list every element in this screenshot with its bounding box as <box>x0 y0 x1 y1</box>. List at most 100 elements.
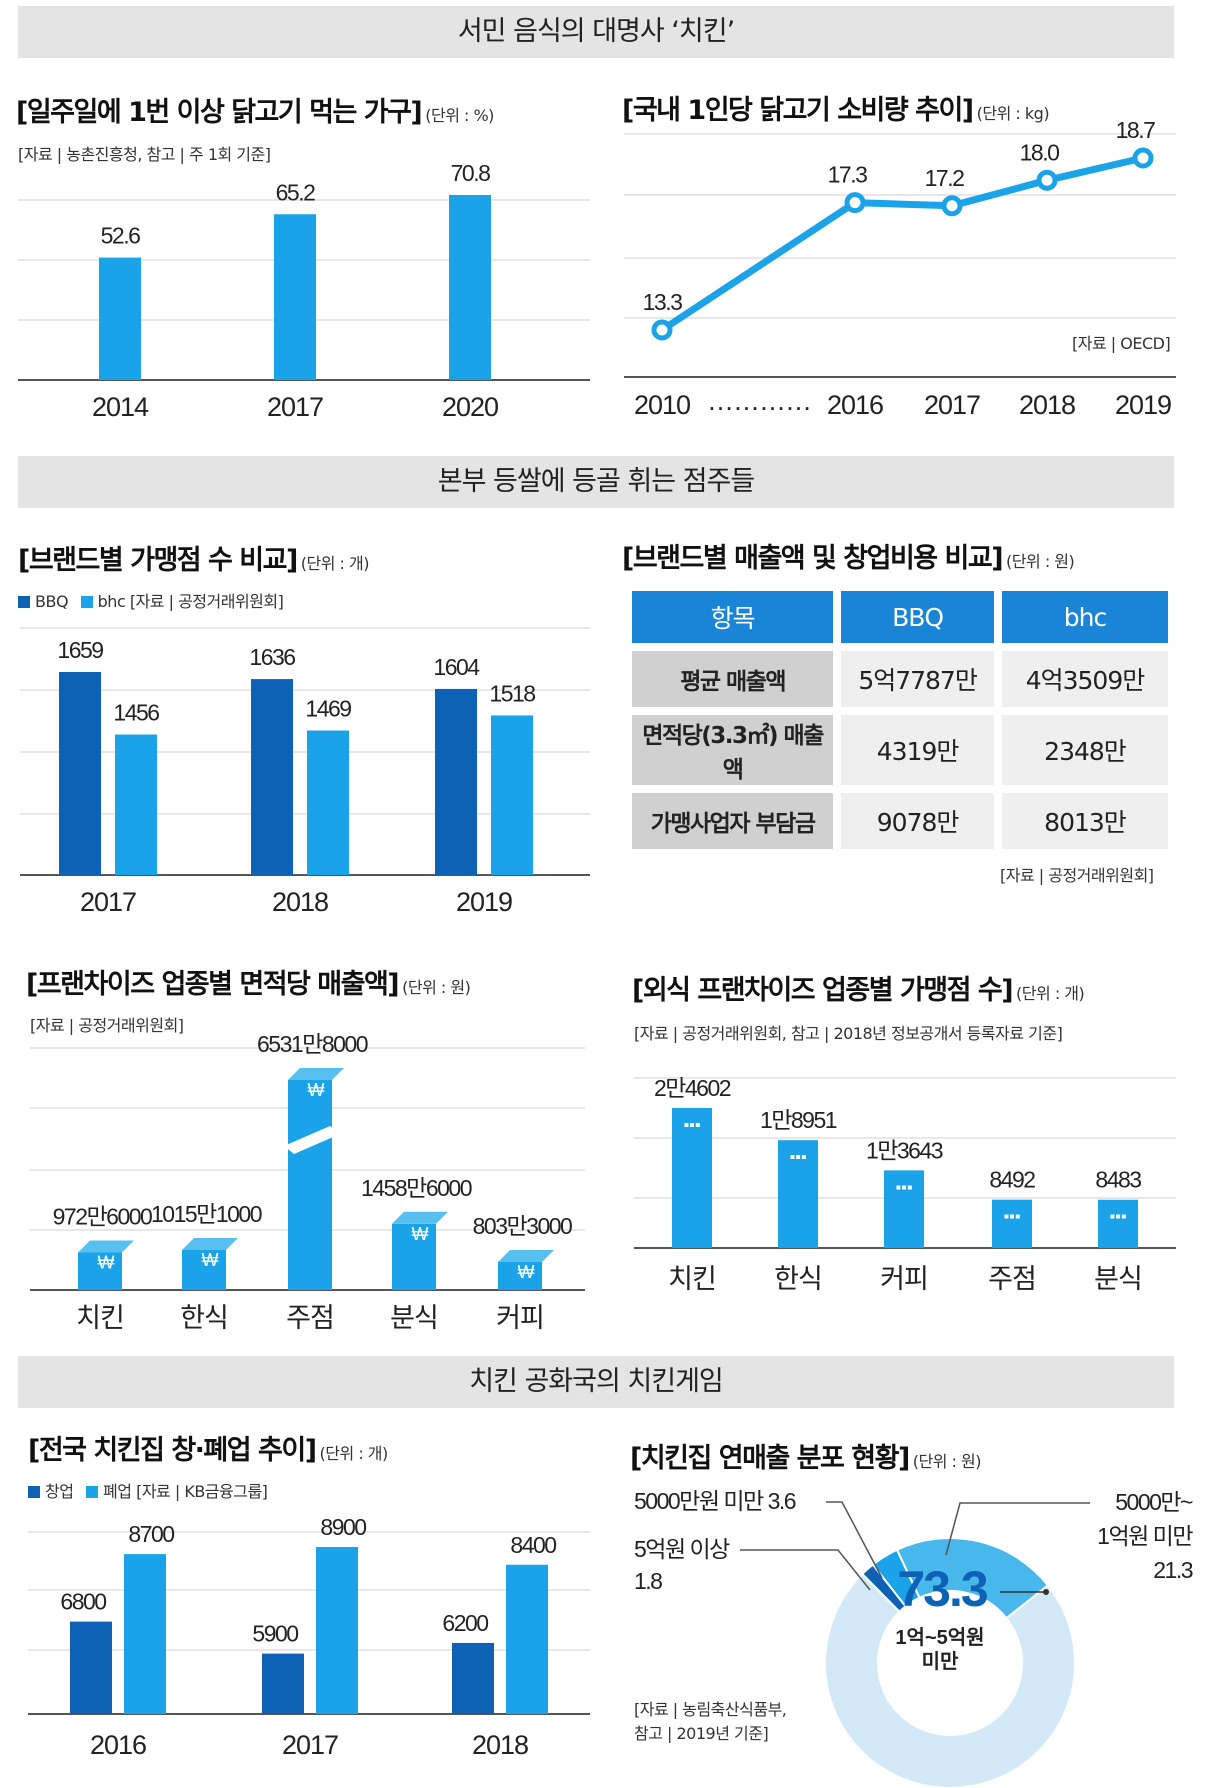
bar-bhc-2017 <box>115 734 157 875</box>
label-50-100m-1: 5000만~ <box>1115 1489 1193 1515</box>
donut-hole <box>878 1591 1022 1735</box>
axis-break-mark <box>284 1126 340 1154</box>
panel1-title-text: [일주일에 1번 이상 닭고기 먹는 가구] <box>16 97 423 128</box>
data-label-2017: 65.2 <box>276 179 315 205</box>
label-over-500m-1: 5억원 이상 <box>634 1536 730 1562</box>
panel3-title: [브랜드별 가맹점 수 비교] (단위 : 개) <box>18 538 370 577</box>
leader-line-50-100m <box>945 1502 1090 1556</box>
point-2017 <box>941 195 963 217</box>
window-icon: ▪▪▪ <box>1003 1209 1020 1226</box>
panel8-source-2: 참고 | 2019년 기준] <box>634 1724 769 1743</box>
bar-분식 <box>392 1223 436 1290</box>
won-icon: ₩ <box>308 1080 325 1100</box>
panel7-unit: (단위 : 개) <box>319 1444 389 1463</box>
panel7-title: [전국 치킨집 창·폐업 추이] (단위 : 개) <box>28 1428 388 1467</box>
panel5-unit: (단위 : 원) <box>402 978 471 997</box>
data-label-bhc-2018: 1469 <box>305 696 351 722</box>
section-banner-2: 본부 등쌀에 등골 휘는 점주들 <box>18 456 1174 508</box>
panel8-title: [치킨집 연매출 분포 현황] (단위 : 원) <box>630 1436 982 1475</box>
x-tick-2017: 2017 <box>282 1730 338 1760</box>
legend-swatch-open <box>28 1486 40 1498</box>
x-axis-gap-dots: ………… <box>707 386 811 416</box>
won-icon: ₩ <box>518 1262 535 1282</box>
data-label-커피: 1만3643 <box>866 1137 943 1163</box>
data-label-BBQ-2017: 1659 <box>57 637 103 663</box>
x-tick-분식: 분식 <box>1094 1264 1142 1294</box>
panel2-unit: (단위 : kg) <box>976 104 1050 123</box>
panel5-title: [프랜차이즈 업종별 면적당 매출액] (단위 : 원) <box>26 962 471 1001</box>
panel2-source: [자료 | OECD] <box>1072 334 1171 353</box>
table-row: 면적당(3.3㎡) 매출액 4319만 2348만 <box>632 715 1168 785</box>
x-tick-2017: 2017 <box>80 887 136 917</box>
panel7-source: [자료 | KB금융그룹] <box>136 1482 268 1501</box>
row-label: 평균 매출액 <box>632 651 834 707</box>
won-icon: ₩ <box>412 1224 429 1244</box>
section-banner-3: 치킨 공화국의 치킨게임 <box>18 1356 1174 1408</box>
data-label-폐업-2018: 8400 <box>510 1532 556 1558</box>
data-label-커피: 803만3000 <box>473 1213 572 1239</box>
x-tick-2020: 2020 <box>442 392 498 422</box>
slice-5억원 이상 <box>860 1563 908 1614</box>
legend-label-bhc: bhc <box>97 592 126 611</box>
legend-label-open: 창업 <box>45 1482 74 1501</box>
leader-line-under-50m <box>826 1501 883 1579</box>
data-label-한식: 1만8951 <box>760 1107 837 1133</box>
data-label-창업-2017: 5900 <box>252 1621 298 1647</box>
window-icon: ▪▪▪ <box>683 1117 700 1134</box>
data-label-2014: 52.6 <box>101 223 140 249</box>
data-label-2017: 17.2 <box>925 165 964 191</box>
panel2-title: [국내 1인당 닭고기 소비량 추이] (단위 : kg) <box>622 88 1050 127</box>
table-row: 평균 매출액 5억7787만 4억3509만 <box>632 651 1168 707</box>
panel4-unit: (단위 : 원) <box>1006 552 1075 571</box>
x-tick-2017: 2017 <box>924 390 980 420</box>
x-tick-2018: 2018 <box>472 1730 528 1760</box>
data-label-BBQ-2019: 1604 <box>433 654 480 680</box>
table-header-bbq: BBQ <box>841 591 994 643</box>
bar-2017 <box>274 214 316 380</box>
bar-한식 <box>778 1140 818 1248</box>
x-tick-주점: 주점 <box>286 1303 334 1333</box>
bar-창업-2018 <box>452 1642 494 1714</box>
window-icon: ▪▪▪ <box>789 1149 806 1166</box>
bar-BBQ-2017 <box>59 672 101 875</box>
panel7-legend: 창업 폐업 [자료 | KB금융그룹] <box>28 1478 268 1502</box>
center-label-1: 1억~5억원 <box>895 1626 984 1649</box>
panel4-source: [자료 | 공정거래위원회] <box>1000 866 1154 885</box>
label-over-500m-2: 1.8 <box>634 1568 662 1594</box>
section-banner-1: 서민 음식의 대명사 ‘치킨’ <box>18 6 1174 58</box>
data-label-2016: 17.3 <box>828 162 867 188</box>
point-2019 <box>1132 147 1154 169</box>
panel5-title-text: [프랜차이즈 업종별 면적당 매출액] <box>26 969 400 1000</box>
bar-분식 <box>1098 1199 1138 1248</box>
window-icon: ▪▪▪ <box>1109 1209 1126 1226</box>
bar-top-커피 <box>498 1250 554 1262</box>
line-series <box>660 154 1144 333</box>
slice-1억~5억원 미만 <box>824 1572 1077 1788</box>
bar-2020 <box>449 195 491 380</box>
bar-bhc-2018 <box>307 730 349 875</box>
leader-line-over-500m <box>740 1549 871 1591</box>
data-label-한식: 1015만1000 <box>151 1201 262 1227</box>
x-tick-2019: 2019 <box>456 887 512 917</box>
won-icon: ₩ <box>202 1250 219 1270</box>
bar-bhc-2019 <box>491 715 533 875</box>
panel4-title: [브랜드별 매출액 및 창업비용 비교] (단위 : 원) <box>622 536 1075 575</box>
data-label-주점: 6531만8000 <box>257 1031 368 1057</box>
data-label-창업-2016: 6800 <box>60 1589 106 1615</box>
bar-BBQ-2018 <box>251 679 293 875</box>
x-tick-한식: 한식 <box>774 1264 822 1294</box>
bar-창업-2017 <box>262 1653 304 1714</box>
x-tick-2016: 2016 <box>90 1730 146 1760</box>
point-2018 <box>1036 169 1058 191</box>
panel6-source: [자료 | 공정거래위원회, 참고 | 2018년 정보공개서 등록자료 기준] <box>634 1024 1063 1043</box>
panel3-legend: BBQ bhc [자료 | 공정거래위원회] <box>18 588 284 612</box>
data-label-치킨: 972만6000 <box>53 1204 152 1230</box>
bar-주점 <box>288 1080 332 1290</box>
bar-치킨 <box>78 1252 122 1290</box>
x-tick-커피: 커피 <box>880 1264 928 1294</box>
table-header-item: 항목 <box>632 591 834 643</box>
x-tick-2017: 2017 <box>267 392 323 422</box>
x-tick-2018: 2018 <box>272 887 328 917</box>
data-label-분식: 8483 <box>1095 1167 1141 1193</box>
bar-한식 <box>182 1250 226 1290</box>
